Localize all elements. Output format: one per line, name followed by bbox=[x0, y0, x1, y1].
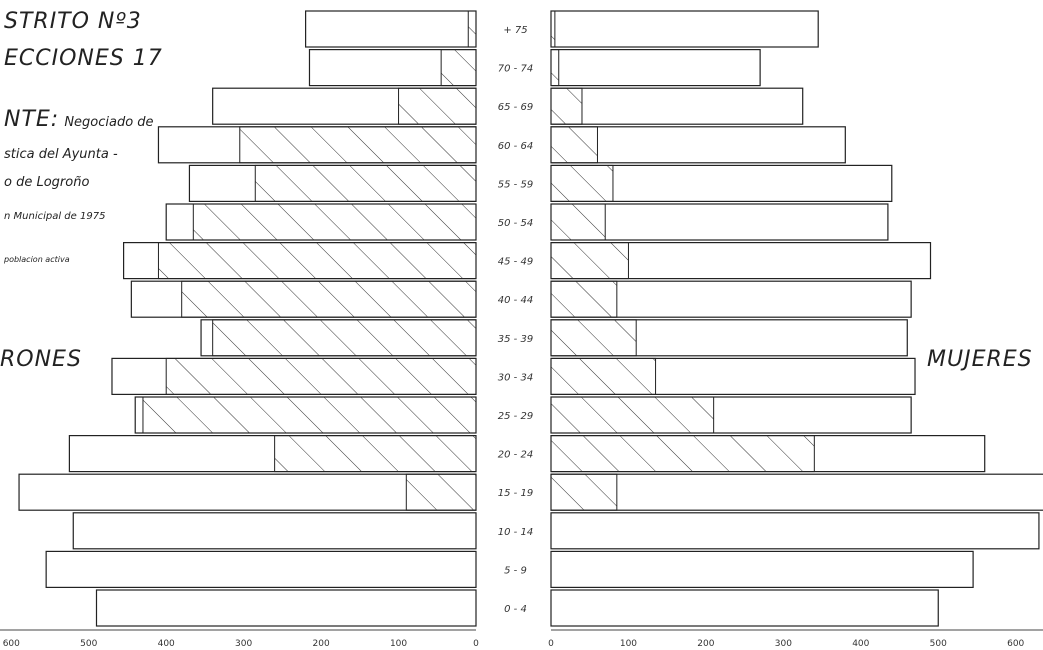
bar-active-men-2 bbox=[440, 49, 477, 87]
x-tick-right: 200 bbox=[697, 639, 714, 649]
bar-active-men-4 bbox=[239, 126, 477, 164]
bar-active-women-9 bbox=[550, 319, 637, 357]
x-tick-left: 0 bbox=[473, 639, 479, 649]
bar-women-4 bbox=[550, 126, 846, 164]
axis-ticks: 600 500 400 300 200 100 0 0 100 200 300 400 500 600 bbox=[3, 639, 1025, 649]
x-tick-right: 600 bbox=[1007, 639, 1024, 649]
bar-women-6 bbox=[550, 203, 889, 241]
x-tick-right: 300 bbox=[775, 639, 792, 649]
age-label: 70 - 74 bbox=[498, 64, 533, 75]
age-label: 30 - 34 bbox=[498, 372, 533, 383]
age-label: 40 - 44 bbox=[498, 295, 533, 306]
bar-active-women-1 bbox=[550, 10, 556, 48]
bar-women-15 bbox=[550, 550, 974, 589]
left-series-label: RONES bbox=[0, 347, 82, 372]
x-tick-right: 100 bbox=[620, 639, 637, 649]
x-tick-right: 400 bbox=[852, 639, 869, 649]
age-label: 55 - 59 bbox=[498, 179, 533, 190]
age-label: 60 - 64 bbox=[498, 141, 533, 152]
source-line-4: n Municipal de 1975 bbox=[4, 211, 105, 222]
bar-active-women-8 bbox=[550, 280, 618, 318]
bar-men-1 bbox=[305, 10, 477, 48]
x-tick-left: 600 bbox=[3, 639, 20, 649]
bar-active-men-12 bbox=[274, 435, 477, 473]
bar-active-men-8 bbox=[181, 280, 477, 318]
bar-men-16 bbox=[95, 589, 477, 627]
bar-active-women-11 bbox=[550, 396, 715, 434]
bar-women-3 bbox=[550, 87, 804, 125]
bar-women-1 bbox=[550, 10, 819, 48]
bar-active-men-9 bbox=[212, 319, 477, 357]
age-label: 10 - 14 bbox=[498, 527, 533, 538]
bar-active-men-11 bbox=[142, 396, 477, 434]
bar-active-women-4 bbox=[550, 126, 598, 164]
x-tick-left: 200 bbox=[313, 639, 330, 649]
age-label: 25 - 29 bbox=[498, 411, 533, 422]
x-tick-right: 500 bbox=[930, 639, 947, 649]
bar-women-14 bbox=[550, 512, 1040, 550]
bar-active-women-6 bbox=[550, 203, 606, 241]
bar-active-women-5 bbox=[550, 164, 614, 202]
bar-active-women-10 bbox=[550, 357, 657, 395]
age-labels: + 75 70 - 74 65 - 69 60 - 64 55 - 59 50 - 54 4… bbox=[498, 25, 533, 615]
bar-active-men-5 bbox=[254, 164, 477, 202]
age-label: 15 - 19 bbox=[498, 488, 533, 499]
x-tick-right: 0 bbox=[548, 639, 554, 649]
source-line-2: stica del Ayunta - bbox=[4, 147, 118, 162]
age-label: 65 - 69 bbox=[498, 102, 533, 113]
x-tick-left: 500 bbox=[80, 639, 97, 649]
age-label: + 75 bbox=[503, 25, 527, 36]
svg-text:NTE: Negociado de: NTE: Negociado de bbox=[4, 107, 154, 132]
source-prefix: NTE: bbox=[4, 107, 59, 132]
bar-women-16 bbox=[550, 589, 939, 627]
bar-active-women-13 bbox=[550, 473, 618, 511]
header-line-2: ECCIONES 17 bbox=[4, 46, 163, 71]
age-label: 5 - 9 bbox=[504, 565, 527, 576]
age-label: 50 - 54 bbox=[498, 218, 533, 229]
right-series-label: MUJERES bbox=[927, 347, 1033, 372]
bar-active-men-10 bbox=[165, 357, 477, 395]
bar-women-13 bbox=[550, 473, 1043, 511]
bar-men-14 bbox=[72, 512, 477, 550]
bar-active-men-3 bbox=[398, 87, 477, 125]
x-tick-left: 400 bbox=[158, 639, 175, 649]
bar-active-men-6 bbox=[192, 203, 477, 241]
bar-active-men-1 bbox=[467, 10, 477, 48]
bars-layer bbox=[18, 10, 1043, 627]
bar-active-men-13 bbox=[405, 473, 477, 511]
source-line-1: Negociado de bbox=[64, 115, 153, 130]
bar-active-women-12 bbox=[550, 435, 815, 473]
age-label: 20 - 24 bbox=[498, 450, 533, 461]
bar-active-women-3 bbox=[550, 87, 583, 125]
bar-women-2 bbox=[550, 48, 761, 87]
age-label: 45 - 49 bbox=[498, 257, 533, 268]
bar-active-men-7 bbox=[157, 242, 477, 280]
bar-men-15 bbox=[45, 550, 477, 589]
x-tick-left: 300 bbox=[235, 639, 252, 649]
bar-active-women-7 bbox=[550, 242, 629, 280]
legend-active-population: poblacion activa bbox=[3, 255, 70, 264]
source-line-3: o de Logroño bbox=[4, 175, 89, 190]
x-tick-left: 100 bbox=[390, 639, 407, 649]
bar-active-women-2 bbox=[550, 49, 560, 87]
header-line-1: STRITO Nº3 bbox=[4, 9, 142, 34]
age-label: 0 - 4 bbox=[504, 604, 527, 615]
age-label: 35 - 39 bbox=[498, 334, 533, 345]
